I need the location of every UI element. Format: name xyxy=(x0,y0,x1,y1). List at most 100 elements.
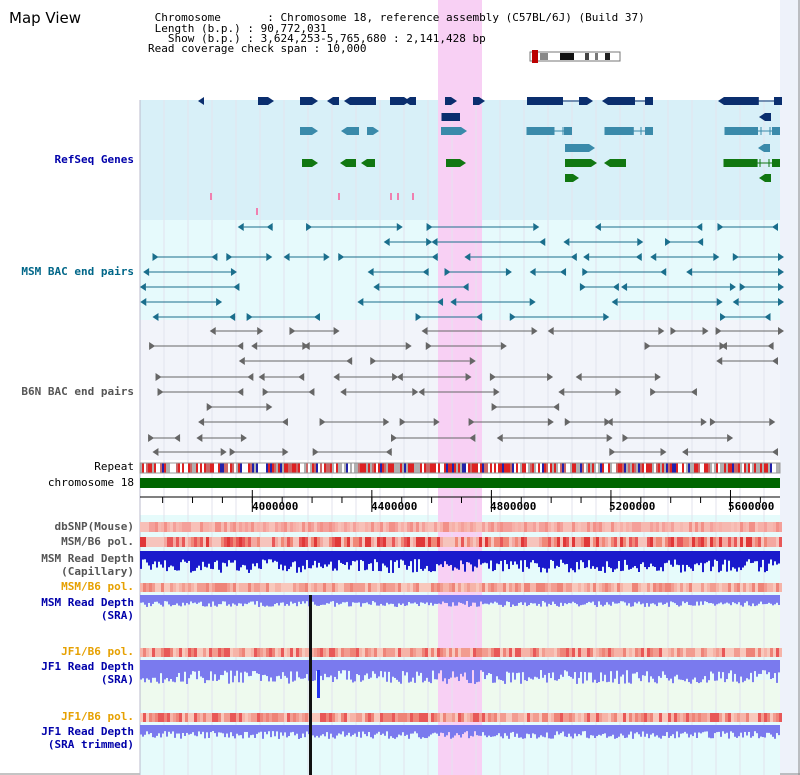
msm-b6-pol-cell xyxy=(638,537,641,547)
jf1-depth-trimmed-bar xyxy=(470,725,472,736)
msm-b6-pol-cell xyxy=(233,537,236,547)
msm-depth-sra-bar xyxy=(630,595,632,607)
msm-bac-pair-end xyxy=(713,253,720,261)
jf1-b6-pol2-cell xyxy=(674,713,677,722)
msm-b6-pol-sra-cell xyxy=(686,583,689,592)
msm-depth-capillary-bar xyxy=(272,551,274,563)
track-label-msm-b6-pol[interactable]: MSM/B6 pol. xyxy=(61,535,134,548)
msm-depth-capillary-bar xyxy=(210,551,212,569)
jf1-b6-pol2-cell xyxy=(728,713,731,722)
repeat-feature xyxy=(232,463,234,473)
track-sublabel-msm-depth-capillary: (Capillary) xyxy=(61,565,134,578)
jf1-depth-sra-bar xyxy=(658,660,660,677)
msm-depth-sra-bar xyxy=(544,595,546,603)
track-label-msm-depth-capillary[interactable]: MSM Read Depth xyxy=(41,552,134,565)
jf1-b6-pol-cell xyxy=(254,648,257,657)
msm-b6-pol-cell xyxy=(260,537,263,547)
msm-depth-sra-bar xyxy=(246,595,248,605)
jf1-depth-sra-bar xyxy=(660,660,662,678)
jf1-depth-sra-bar xyxy=(756,660,758,677)
jf1-b6-pol2-cell xyxy=(263,713,266,722)
jf1-depth-trimmed-bar xyxy=(282,725,284,736)
msm-depth-sra-bar xyxy=(454,595,456,606)
repeat-feature xyxy=(324,463,326,473)
msm-b6-pol-sra-cell xyxy=(416,583,419,592)
repeat-feature xyxy=(690,463,692,473)
dbsnp-cell xyxy=(374,522,377,532)
msm-bac-pair-end xyxy=(437,298,444,306)
jf1-depth-sra-bar xyxy=(604,660,606,675)
jf1-depth-trimmed-bar xyxy=(656,725,658,736)
track-label-msm-depth-sra[interactable]: MSM Read Depth xyxy=(41,596,134,609)
jf1-b6-pol-cell xyxy=(686,648,689,657)
msm-b6-pol-cell xyxy=(548,537,551,547)
jf1-depth-sra-bar xyxy=(156,660,158,682)
dbsnp-cell xyxy=(218,522,221,532)
msm-depth-capillary-bar xyxy=(180,551,182,563)
jf1-b6-pol-cell xyxy=(728,648,731,657)
dbsnp-cell xyxy=(740,522,743,532)
msm-depth-capillary-bar xyxy=(542,551,544,568)
jf1-depth-sra-bar xyxy=(348,660,350,671)
jf1-b6-pol-cell xyxy=(668,648,671,657)
track-label-dbsnp[interactable]: dbSNP(Mouse) xyxy=(54,520,134,533)
jf1-b6-pol-cell xyxy=(695,648,698,657)
msm-bac-pair-end xyxy=(778,253,784,261)
msm-depth-capillary-bar xyxy=(352,551,354,561)
msm-b6-pol-sra-cell xyxy=(755,583,758,592)
jf1-b6-pol2-cell xyxy=(242,713,245,722)
jf1-b6-pol2-cell xyxy=(281,713,284,722)
track-label-jf1-b6-pol[interactable]: JF1/B6 pol. xyxy=(61,645,134,658)
repeat-feature xyxy=(358,463,360,473)
msm-b6-pol-cell xyxy=(146,537,149,547)
dbsnp-cell xyxy=(545,522,548,532)
msm-b6-pol-sra-cell xyxy=(140,583,143,592)
repeat-feature xyxy=(296,463,298,473)
jf1-b6-pol2-cell xyxy=(410,713,413,722)
jf1-depth-trimmed-bar xyxy=(768,725,770,733)
msm-b6-pol-cell xyxy=(404,537,407,547)
track-label-b6n-bac[interactable]: B6N BAC end pairs xyxy=(21,385,134,398)
jf1-depth-trimmed-bar xyxy=(252,725,254,735)
jf1-depth-sra-bar xyxy=(324,660,326,674)
jf1-b6-pol-cell xyxy=(224,648,227,657)
jf1-depth-sra-bar xyxy=(198,660,200,671)
jf1-b6-pol-cell xyxy=(239,648,242,657)
msm-depth-sra-bar xyxy=(656,595,658,607)
repeat-feature xyxy=(706,463,708,473)
msm-b6-pol-sra-cell xyxy=(521,583,524,592)
dbsnp-cell xyxy=(743,522,746,532)
track-label-jf1-depth-trimmed[interactable]: JF1 Read Depth xyxy=(41,725,134,738)
jf1-b6-pol-cell xyxy=(740,648,743,657)
track-label-jf1-depth-sra[interactable]: JF1 Read Depth xyxy=(41,660,134,673)
track-label-msm-bac[interactable]: MSM BAC end pairs xyxy=(21,265,134,278)
track-label-refseq[interactable]: RefSeq Genes xyxy=(54,153,134,166)
b6n-bac-pair-end xyxy=(149,342,156,350)
jf1-b6-pol-cell xyxy=(416,648,419,657)
msm-b6-pol-cell xyxy=(152,537,155,547)
jf1-depth-trimmed-bar xyxy=(566,725,568,738)
jf1-depth-trimmed-bar xyxy=(296,725,298,734)
jf1-depth-trimmed-bar xyxy=(390,725,392,737)
jf1-b6-pol-cell xyxy=(758,648,761,657)
msm-b6-pol-sra-cell xyxy=(749,583,752,592)
b6n-bac-pair-end xyxy=(491,403,498,411)
msm-b6-pol-sra-cell xyxy=(470,583,473,592)
jf1-depth-sra-bar xyxy=(572,660,574,679)
jf1-depth-sra-bar xyxy=(154,660,156,678)
msm-b6-pol-cell xyxy=(377,537,380,547)
jf1-b6-pol2-cell xyxy=(602,713,605,722)
dbsnp-cell xyxy=(644,522,647,532)
jf1-depth-trimmed-bar xyxy=(332,725,334,738)
track-label-jf1-b6-pol-2[interactable]: JF1/B6 pol. xyxy=(61,710,134,723)
jf1-b6-pol-cell xyxy=(452,648,455,657)
gene-exon xyxy=(774,97,782,105)
b6n-bac-pair-end xyxy=(493,388,500,396)
track-label-msm-b6-pol-sra[interactable]: MSM/B6 pol. xyxy=(61,580,134,593)
dbsnp-cell xyxy=(377,522,380,532)
jf1-depth-sra-bar xyxy=(532,660,534,680)
jf1-depth-trimmed-bar xyxy=(614,725,616,739)
jf1-depth-sra-bar xyxy=(420,660,422,673)
jf1-depth-trimmed-bar xyxy=(514,725,516,737)
